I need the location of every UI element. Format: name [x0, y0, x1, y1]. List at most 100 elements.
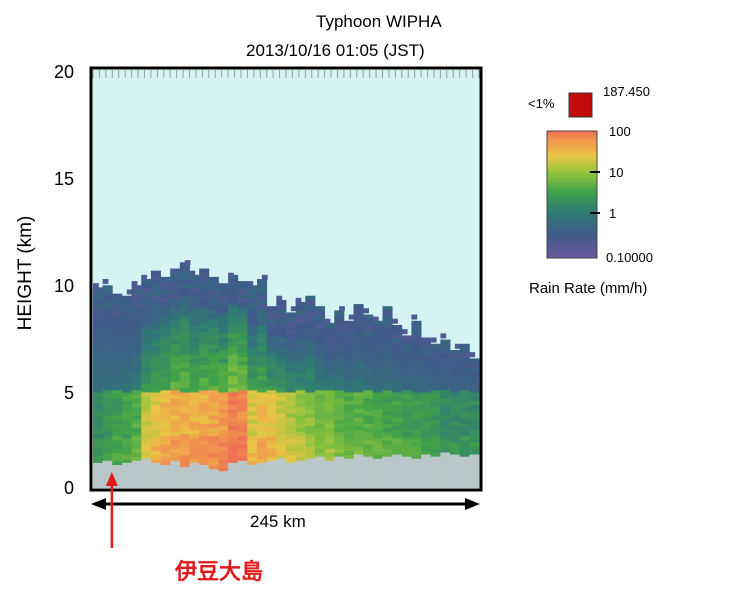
heatmap-cell [276, 404, 287, 410]
heatmap-cell [208, 297, 219, 303]
heatmap-cell [276, 375, 287, 380]
ground-clutter-cell [295, 460, 306, 488]
heatmap-cell [131, 352, 142, 357]
heatmap-cell [141, 337, 152, 343]
heatmap-cell [189, 375, 200, 380]
heatmap-cell [421, 370, 432, 376]
ground-clutter-cell [93, 462, 104, 488]
heatmap-cell [411, 375, 422, 380]
heatmap-cell [348, 314, 355, 320]
heatmap-cell [450, 350, 461, 355]
heatmap-cell [305, 454, 316, 460]
heatmap-cell [189, 404, 200, 410]
heatmap-cell [121, 396, 132, 401]
heatmap-cell [170, 356, 181, 362]
heatmap-cell [305, 404, 316, 410]
heatmap-cell [290, 306, 297, 312]
heatmap-cell [218, 458, 229, 464]
heatmap-cell [295, 431, 306, 437]
heatmap-cell [257, 316, 268, 322]
heatmap-cell [392, 333, 403, 339]
heatmap-cell [102, 389, 113, 395]
heatmap-cell [363, 435, 374, 441]
heatmap-cell [353, 366, 364, 372]
heatmap-cell [237, 335, 248, 341]
heatmap-cell [363, 360, 374, 366]
heatmap-cell [295, 301, 306, 307]
heatmap-cell [421, 446, 432, 451]
heatmap-cell [276, 396, 287, 401]
heatmap-cell [469, 358, 480, 364]
heatmap-cell [160, 435, 171, 441]
heatmap-cell [189, 299, 200, 305]
heatmap-cell [179, 320, 190, 326]
heatmap-cell [121, 454, 132, 460]
heatmap-cell [343, 333, 354, 339]
heatmap-cell [102, 322, 113, 328]
heatmap-cell [276, 387, 287, 393]
heatmap-cell [382, 439, 393, 445]
heatmap-cell [218, 350, 229, 355]
heatmap-cell [93, 383, 104, 389]
heatmap-cell [189, 454, 200, 460]
heatmap-cell [459, 385, 470, 391]
heatmap-cell [469, 362, 480, 368]
heatmap-cell [353, 433, 364, 439]
heatmap-cell [160, 368, 171, 374]
heatmap-cell [276, 421, 287, 426]
heatmap-cell [112, 393, 123, 399]
heatmap-cell [189, 387, 200, 393]
heatmap-cell [170, 373, 181, 378]
heatmap-cell [112, 360, 123, 366]
heatmap-cell [314, 452, 325, 458]
heatmap-cell [141, 408, 152, 414]
heatmap-cell [324, 406, 335, 412]
heatmap-cell [286, 320, 297, 326]
heatmap-cell [199, 327, 210, 332]
heatmap-cell [247, 306, 258, 311]
heatmap-cell [353, 304, 364, 309]
heatmap-cell [208, 310, 219, 316]
heatmap-cell [112, 373, 123, 378]
heatmap-cell [170, 281, 181, 286]
heatmap-cell [257, 329, 268, 334]
heatmap-cell [121, 387, 132, 393]
heatmap-cell [179, 429, 190, 435]
heatmap-cell [218, 400, 229, 405]
heatmap-cell [112, 414, 123, 420]
heatmap-cell [343, 324, 354, 330]
heatmap-cell [363, 389, 374, 395]
heatmap-cell [179, 345, 190, 351]
heatmap-cell [247, 452, 258, 458]
heatmap-cell [266, 393, 277, 399]
heatmap-cell [295, 423, 306, 428]
heatmap-cell [170, 268, 181, 274]
heatmap-cell [247, 377, 258, 383]
heatmap-cell [334, 356, 345, 362]
heatmap-cell [401, 377, 412, 383]
heatmap-cell [440, 381, 451, 387]
heatmap-cell [228, 383, 239, 389]
heatmap-cell [121, 421, 132, 426]
heatmap-cell [286, 337, 297, 343]
heatmap-cell [170, 352, 181, 357]
heatmap-cell [208, 356, 219, 362]
heatmap-cell [459, 381, 470, 387]
heatmap-cell [179, 383, 190, 389]
heatmap-cell [363, 318, 374, 324]
heatmap-cell [131, 368, 142, 374]
heatmap-cell [179, 333, 190, 339]
heatmap-cell [257, 450, 268, 456]
heatmap-cell [112, 293, 123, 299]
ground-clutter-cell [469, 454, 480, 488]
heatmap-cell [131, 439, 142, 445]
heatmap-cell [218, 366, 229, 372]
heatmap-cell [141, 304, 152, 309]
heatmap-cell [247, 381, 258, 387]
ground-clutter-cell [421, 454, 432, 488]
heatmap-cell [237, 364, 248, 370]
heatmap-cell [131, 297, 142, 303]
heatmap-cell [247, 393, 258, 399]
heatmap-cell [237, 343, 248, 349]
heatmap-cell [199, 364, 210, 370]
